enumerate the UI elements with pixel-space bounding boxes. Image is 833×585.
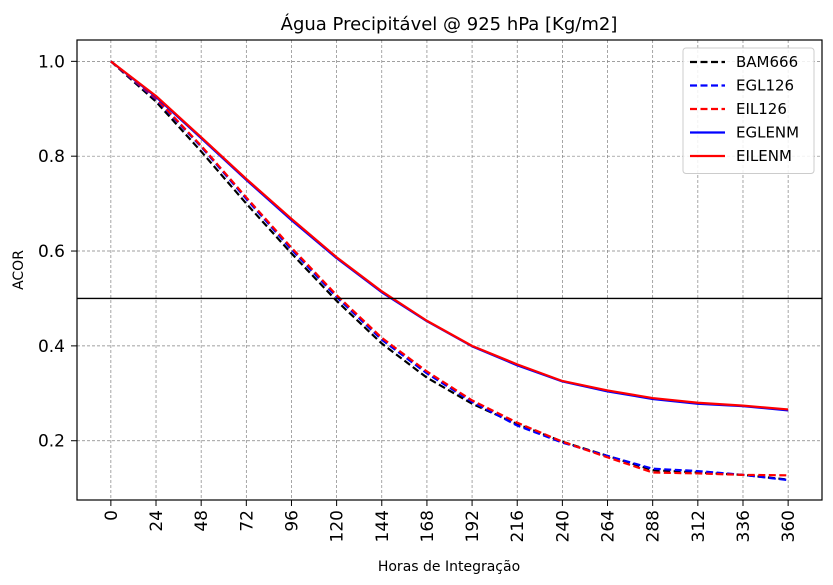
legend-box <box>682 47 815 174</box>
y-tick-label: 0.6 <box>38 242 65 262</box>
legend-label-egl126: EGL126 <box>736 77 794 95</box>
legend-label-eilenm: EILENM <box>736 147 792 165</box>
legend: BAM666 EGL126 EIL126 EGLENM EILENM <box>682 47 815 174</box>
plot-frame <box>76 39 823 501</box>
chart-title: Água Precipitável @ 925 hPa [Kg/m2] <box>281 13 618 35</box>
x-tick-label: 192 <box>463 510 483 542</box>
y-tick-label: 0.2 <box>38 432 65 452</box>
x-tick-label: 216 <box>508 510 528 542</box>
x-axis-label: Horas de Integração <box>378 559 520 575</box>
x-tick-label: 120 <box>328 510 348 542</box>
x-tick-label: 240 <box>553 510 573 542</box>
x-tick-label: 144 <box>373 510 393 542</box>
x-tick-label: 264 <box>599 510 619 542</box>
x-tick-label: 96 <box>282 510 302 532</box>
x-tick-label: 72 <box>237 510 257 532</box>
series-line-eilenm <box>110 60 789 411</box>
x-tick-label: 0 <box>102 510 122 521</box>
x-tick-label: 360 <box>779 510 799 542</box>
x-tick-label: 336 <box>734 510 754 542</box>
x-tick-label: 24 <box>147 510 167 532</box>
y-axis-label: ACOR <box>11 250 27 290</box>
x-tick-label: 288 <box>644 510 664 542</box>
y-tick-label: 0.4 <box>38 337 65 357</box>
y-tick-label: 0.8 <box>38 147 65 167</box>
ticks: 0 24 48 72 96 120 144 168 192 216 240 264 288 312 336 3… <box>38 52 799 542</box>
series-group <box>110 60 789 482</box>
y-tick-label: 1.0 <box>38 52 65 72</box>
x-tick-label: 168 <box>418 510 438 542</box>
legend-label-eglenm: EGLENM <box>736 124 799 142</box>
x-tick-label: 312 <box>689 510 709 542</box>
x-tick-label: 48 <box>192 510 212 532</box>
legend-label-eil126: EIL126 <box>736 100 787 118</box>
legend-label-bam666: BAM666 <box>736 53 798 71</box>
series-line-bam666 <box>110 60 789 481</box>
series-line-eil126 <box>110 60 789 477</box>
